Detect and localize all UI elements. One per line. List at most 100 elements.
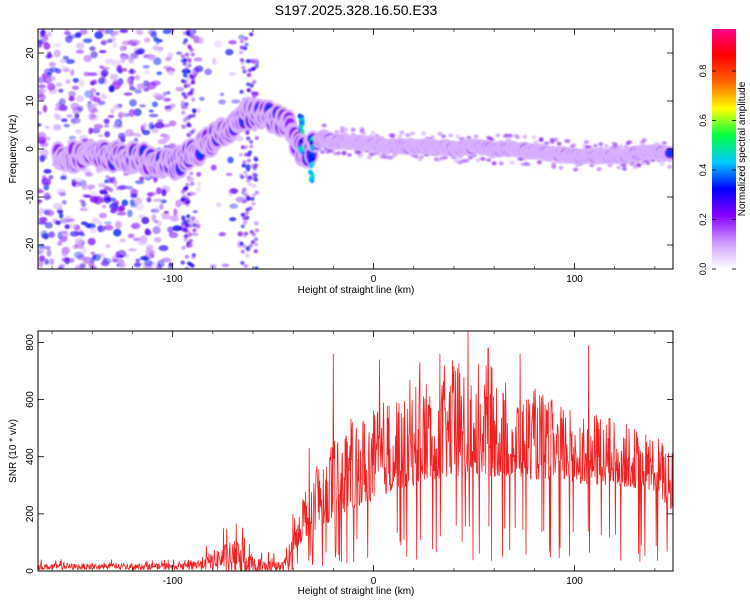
spectrogram-noise-cell	[42, 104, 48, 113]
spectrogram-noise-cell	[153, 236, 162, 243]
spectrogram-noise-cell	[127, 233, 135, 239]
spectrogram-halo-cell	[536, 159, 542, 164]
spectrogram-noise-cell	[186, 244, 191, 249]
spectrogram-noise-cell	[249, 144, 254, 149]
colorbar-tick-label: 0.0	[698, 263, 708, 276]
spectrogram-noise-cell	[126, 77, 133, 84]
spectrogram-noise-cell	[246, 247, 251, 252]
spectrogram-noise-cell	[43, 42, 51, 50]
spectrogram-noise-cell	[60, 175, 67, 180]
spectrogram-halo-cell	[455, 134, 461, 139]
spectrogram-noise-cell	[180, 100, 186, 105]
spectrogram-noise-cell	[83, 55, 92, 63]
spectrogram-noise-cell	[193, 57, 203, 62]
spectrogram-noise-cell	[107, 114, 115, 118]
spectrogram-noise-cell	[245, 163, 251, 172]
spectrogram-noise-cell	[98, 77, 105, 85]
spectrogram-noise-cell	[251, 192, 257, 197]
spectrogram-noise-cell	[161, 215, 172, 220]
spectrogram-noise-cell	[241, 65, 246, 70]
snr-y-tick-label: 600	[25, 391, 36, 408]
spectrogram-noise-cell	[186, 69, 191, 74]
spectrogram-noise-cell	[61, 257, 71, 263]
spectrogram-noise-cell	[43, 245, 51, 250]
spectrogram-noise-cell	[245, 130, 250, 135]
spectrogram-noise-cell	[120, 55, 126, 64]
spectrogram-noise-cell	[43, 36, 49, 41]
spectrogram-noise-cell	[58, 88, 64, 93]
spectrogram-noise-cell	[89, 195, 100, 203]
spectrogram-noise-cell	[143, 87, 150, 92]
spectrogram-noise-cell	[189, 30, 194, 35]
spectrogram-noise-cell	[79, 29, 88, 35]
spectrogram-noise-cell	[135, 180, 145, 185]
spectrogram-noise-cell	[243, 36, 249, 41]
spectrogram-noise-cell	[157, 138, 167, 145]
spectrogram-noise-cell	[71, 85, 80, 90]
spectrogram-noise-cell	[186, 83, 191, 88]
spectrogram-noise-cell	[38, 190, 45, 194]
spectrogram-noise-cell	[166, 91, 171, 95]
spectrogram-noise-cell	[110, 208, 117, 214]
spectrogram-noise-cell	[158, 245, 169, 252]
spectrogram-noise-cell	[128, 108, 136, 117]
spectrogram-noise-cell	[58, 191, 66, 196]
spectrogram-ridge-cell	[299, 145, 304, 151]
spectrogram-noise-cell	[188, 224, 193, 229]
spectrogram-noise-cell	[119, 238, 126, 243]
spectrogram-y-axis-label: Frequency (Hz)	[8, 115, 19, 184]
spectrogram-noise-cell	[135, 133, 142, 138]
spectrogram-noise-cell	[227, 156, 234, 164]
spectrogram-noise-cell	[147, 54, 155, 61]
spectrogram-noise-cell	[185, 214, 191, 219]
spectrogram-noise-cell	[48, 175, 54, 180]
spectrogram-noise-cell	[186, 175, 191, 180]
colorbar-tick-label: 0.8	[698, 65, 708, 78]
spectrogram-noise-cell	[189, 171, 194, 176]
colorbar-tick-label: 0.6	[698, 114, 708, 127]
spectrogram-halo-cell	[538, 138, 544, 143]
spectrogram-noise-cell	[247, 182, 253, 187]
spectrogram-noise-cell	[245, 207, 250, 212]
spectrogram-noise-cell	[113, 120, 120, 128]
spectrogram-noise-cell	[244, 192, 249, 197]
spectrogram-noise-cell	[241, 163, 246, 168]
spectrogram-noise-cell	[61, 200, 67, 205]
spectrogram-noise-cell	[243, 264, 248, 269]
spectrogram-noise-cell	[240, 249, 245, 254]
spectrogram-noise-cell	[95, 92, 100, 96]
spectrogram-halo-cell	[573, 167, 579, 172]
spectrogram-noise-cell	[99, 189, 107, 194]
spectrogram-noise-cell	[91, 79, 98, 85]
spectrogram-noise-cell	[180, 222, 185, 227]
spectrogram-noise-cell	[195, 108, 202, 114]
spectrogram-noise-cell	[229, 217, 237, 222]
snr-x-tick-label: -100	[163, 576, 183, 587]
spectrogram-noise-cell	[186, 192, 192, 197]
spectrogram-noise-cell	[156, 220, 162, 227]
spectrogram-halo-cell	[453, 158, 459, 163]
spectrogram-noise-cell	[148, 113, 159, 118]
spectrogram-noise-cell	[189, 131, 194, 136]
spectrogram-noise-cell	[242, 220, 248, 225]
spectrogram-noise-cell	[184, 254, 190, 259]
spectrogram-noise-cell	[38, 40, 43, 48]
spectrogram-noise-cell	[157, 259, 165, 268]
spectrogram-halo-cell	[480, 156, 486, 161]
spectrogram-noise-cell	[249, 32, 254, 37]
spectrogram-ridge-cell	[665, 149, 673, 158]
spectrogram-noise-cell	[38, 123, 42, 127]
spectrogram-halo-cell	[558, 165, 564, 170]
spectrogram-noise-cell	[38, 255, 46, 262]
spectrogram-noise-cell	[254, 266, 259, 269]
spectrogram-noise-cell	[239, 89, 244, 94]
spectrogram-halo-cell	[551, 164, 557, 169]
snr-x-axis-label: Height of straight line (km)	[298, 586, 415, 597]
spectrogram-noise-cell	[105, 175, 110, 179]
spectrogram-noise-cell	[181, 105, 187, 110]
spectrogram-halo-cell	[421, 131, 427, 136]
spectrogram-noise-cell	[189, 181, 195, 186]
spectrogram-noise-cell	[191, 97, 196, 102]
spectrogram-noise-cell	[84, 90, 93, 98]
